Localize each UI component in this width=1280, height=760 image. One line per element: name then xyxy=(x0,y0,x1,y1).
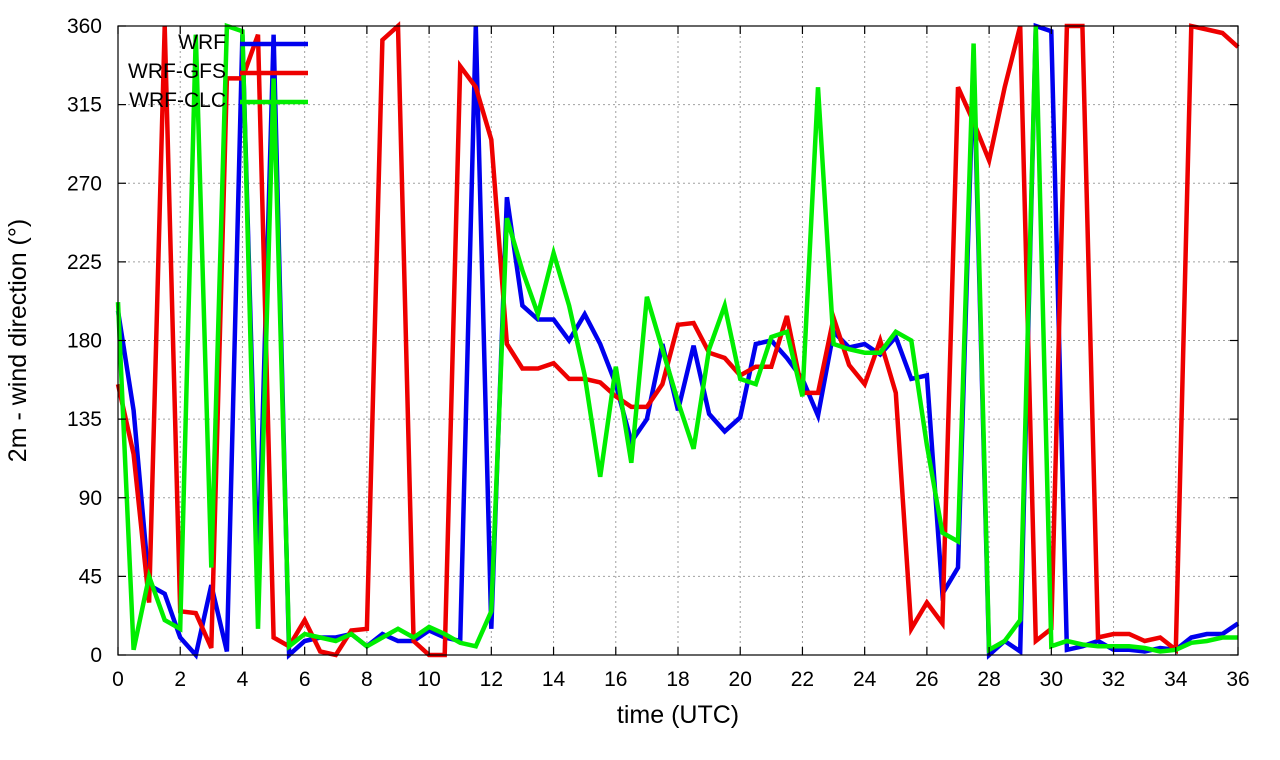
x-axis-label: time (UTC) xyxy=(617,701,739,729)
y-tick-label: 135 xyxy=(67,408,102,431)
x-tick-label: 8 xyxy=(361,668,373,691)
legend-label-wrf-clc: WRF-CLC xyxy=(129,89,226,112)
x-tick-label: 36 xyxy=(1226,668,1249,691)
x-tick-label: 2 xyxy=(174,668,186,691)
x-tick-label: 12 xyxy=(480,668,503,691)
y-tick-label: 0 xyxy=(90,644,102,667)
x-tick-label: 18 xyxy=(666,668,689,691)
y-tick-label: 225 xyxy=(67,251,102,274)
y-tick-label: 270 xyxy=(67,172,102,195)
series-line-wrf-clc xyxy=(115,22,1238,654)
x-tick-label: 34 xyxy=(1164,668,1188,691)
y-tick-label: 90 xyxy=(79,487,102,510)
x-tick-label: 24 xyxy=(853,668,877,691)
x-tick-label: 22 xyxy=(791,668,814,691)
x-tick-label: 26 xyxy=(915,668,938,691)
y-tick-label: 180 xyxy=(67,330,102,353)
x-tick-label: 14 xyxy=(542,668,566,691)
y-tick-label: 45 xyxy=(79,565,102,588)
tick-labels: 0 2 4 6 8 10 12 14 16 18 20 22 24 26 28 30 32 34 360459013… xyxy=(67,15,1250,691)
legend-label-wrf-gfs: WRF-GFS xyxy=(128,60,226,83)
x-tick-label: 32 xyxy=(1102,668,1125,691)
x-tick-label: 0 xyxy=(112,668,124,691)
x-tick-label: 30 xyxy=(1040,668,1063,691)
x-tick-label: 10 xyxy=(417,668,440,691)
x-tick-label: 6 xyxy=(299,668,311,691)
legend: WRF WRF-GFS WRF-CLC xyxy=(128,31,308,112)
x-tick-label: 16 xyxy=(604,668,627,691)
x-tick-label: 4 xyxy=(237,668,249,691)
y-axis-label: 2m - wind direction (°) xyxy=(4,219,32,462)
y-tick-label: 360 xyxy=(67,15,102,38)
axis-ticks xyxy=(117,25,1239,656)
y-tick-label: 315 xyxy=(67,94,102,117)
legend-label-wrf: WRF xyxy=(178,31,226,54)
x-tick-label: 20 xyxy=(729,668,752,691)
x-tick-label: 28 xyxy=(977,668,1000,691)
